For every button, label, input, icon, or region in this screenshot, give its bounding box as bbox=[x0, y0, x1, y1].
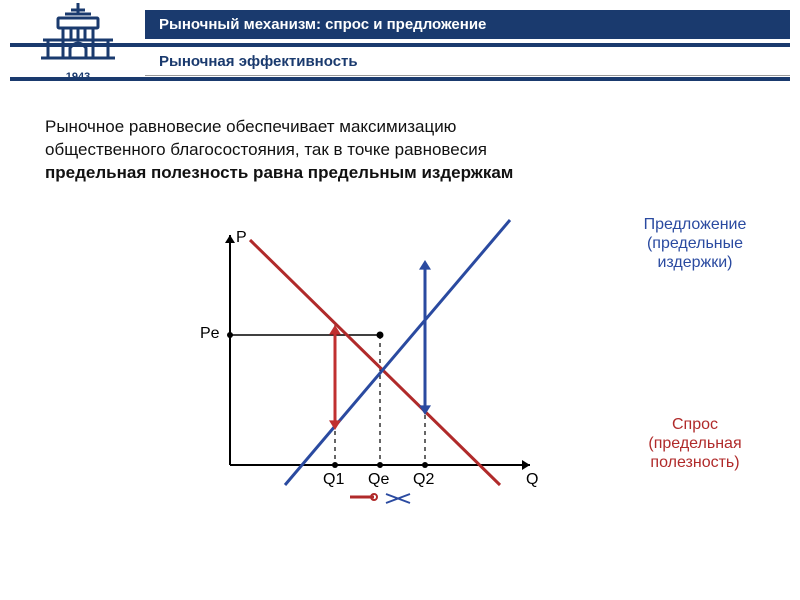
institution-logo: 1943 bbox=[28, 0, 128, 83]
demand-label: Спрос (предельная полезность) bbox=[640, 415, 750, 473]
pe-label: Pe bbox=[200, 325, 220, 343]
page-title: Рыночный механизм: спрос и предложение bbox=[159, 16, 486, 33]
qe-label: Qe bbox=[368, 471, 389, 489]
para-bold: предельная полезность равна предельным и… bbox=[45, 163, 513, 182]
page-subtitle-bar: Рыночная эффективность bbox=[145, 48, 790, 76]
page-subtitle: Рыночная эффективность bbox=[159, 53, 358, 70]
rule-top bbox=[10, 43, 790, 47]
q1-label: Q1 bbox=[323, 471, 344, 489]
body-paragraph: Рыночное равновесие обеспечивает максими… bbox=[45, 116, 740, 185]
supply-demand-chart: Предложение (предельные издержки) Спрос … bbox=[180, 215, 740, 585]
para-line2: общественного благосостояния, так в точк… bbox=[45, 140, 487, 159]
x-axis-label: Q bbox=[526, 471, 538, 489]
q2-label: Q2 bbox=[413, 471, 434, 489]
y-axis-label: P bbox=[236, 229, 247, 247]
rule-bottom bbox=[10, 77, 790, 81]
page-title-bar: Рыночный механизм: спрос и предложение bbox=[145, 10, 790, 39]
para-line1: Рыночное равновесие обеспечивает максими… bbox=[45, 117, 456, 136]
supply-label: Предложение (предельные издержки) bbox=[640, 215, 750, 273]
